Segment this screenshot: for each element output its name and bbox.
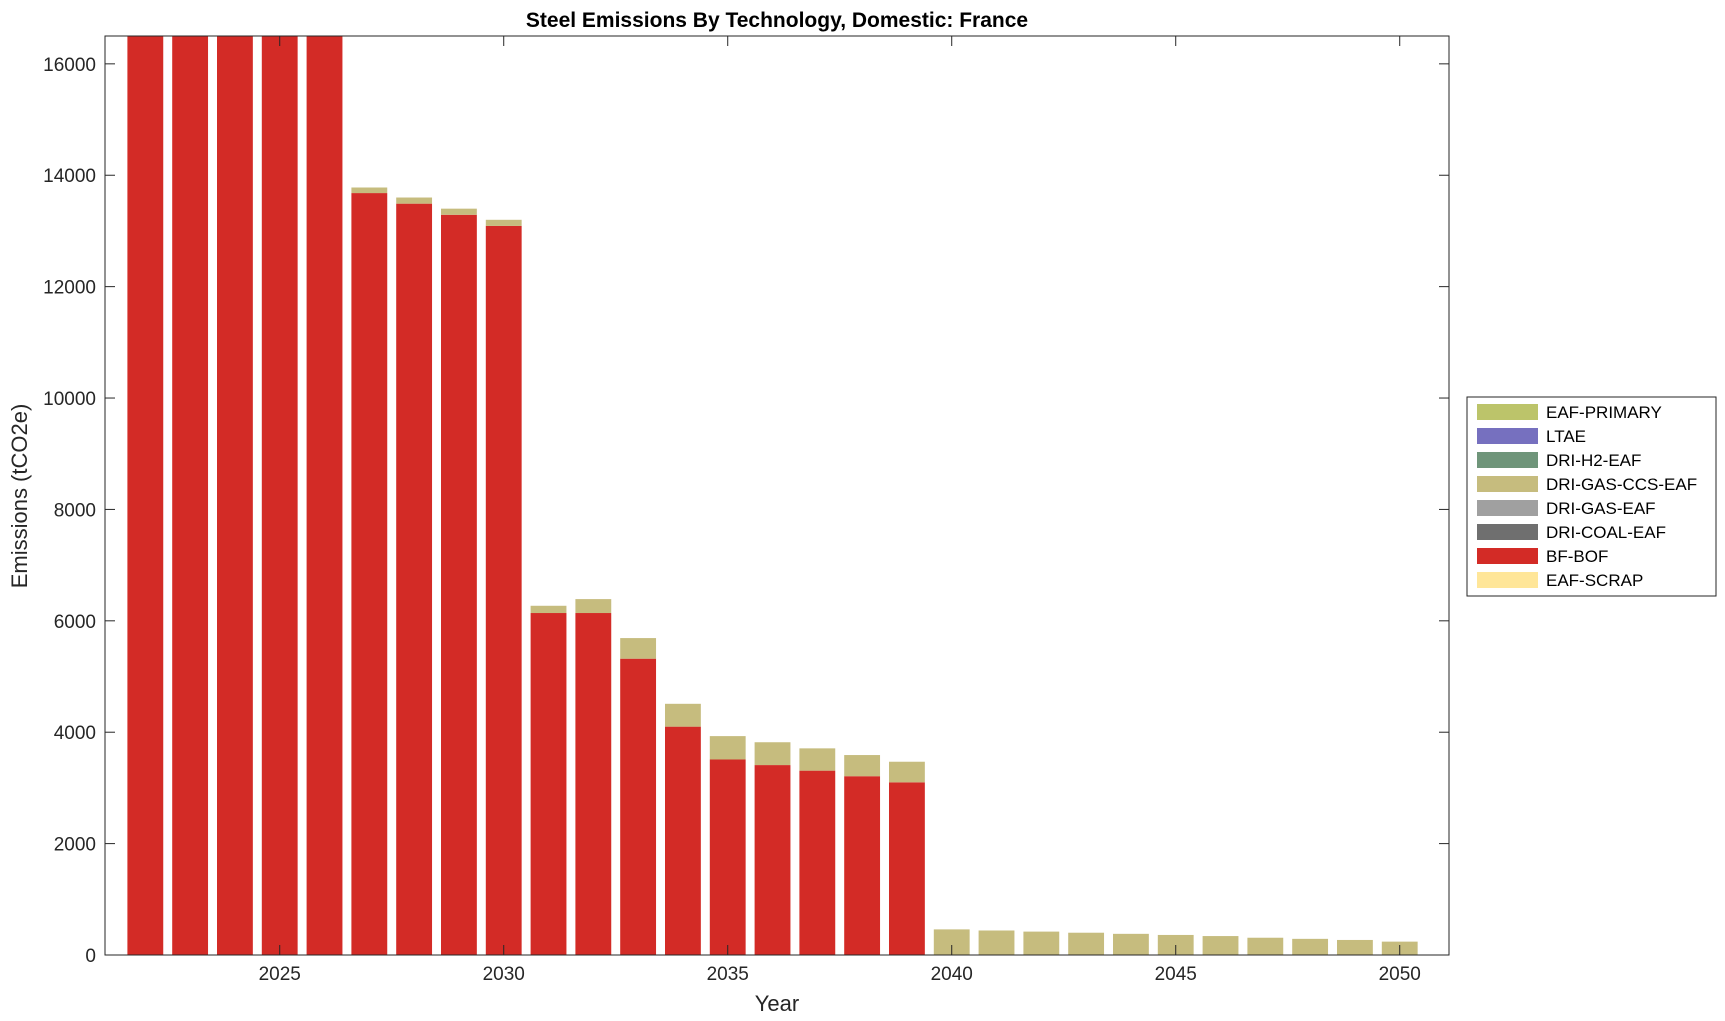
legend-swatch-dri-gas-ccs-eaf [1477,476,1538,492]
bar-dri-gas-ccs-eaf-2039 [889,761,925,783]
bar-dri-gas-ccs-eaf-2036 [754,742,791,766]
legend-swatch-eaf-primary [1477,404,1538,420]
legend-label-dri-gas-ccs-eaf: DRI-GAS-CCS-EAF [1546,475,1697,494]
y-tick-label-6000: 6000 [54,612,96,633]
plot-frame [104,35,1450,956]
bar-dri-gas-ccs-eaf-2033 [620,638,657,659]
bar-bf-bof-2024 [217,36,253,955]
bar-dri-gas-ccs-eaf-2027 [351,187,388,194]
legend-label-dri-gas-eaf: DRI-GAS-EAF [1546,499,1656,518]
bar-dri-gas-ccs-eaf-2034 [665,703,701,727]
legend-swatch-dri-gas-eaf [1477,500,1538,516]
legend-label-eaf-scrap: EAF-SCRAP [1546,571,1643,590]
bar-bf-bof-2039 [889,782,925,955]
y-tick-label-10000: 10000 [43,389,96,410]
legend-swatch-dri-h2-eaf [1477,452,1538,468]
bar-dri-gas-ccs-eaf-2035 [709,736,746,760]
legend: EAF-PRIMARY LTAE DRI-H2-EAF DRI-GAS-CCS-EAF… [1466,396,1717,597]
bar-bf-bof-2027 [351,193,388,955]
bar-bf-bof-2036 [754,765,791,955]
legend-label-eaf-primary: EAF-PRIMARY [1546,403,1662,422]
bar-bf-bof-2037 [799,770,836,955]
x-axis-label: Year [755,991,799,1016]
bar-bf-bof-2022 [127,36,164,955]
y-tick-label-4000: 4000 [54,723,96,744]
y-tick-label-8000: 8000 [54,500,96,521]
x-tick-label-2045: 2045 [1155,964,1197,985]
bar-bf-bof-2031 [530,613,567,955]
bar-bf-bof-2032 [575,613,612,955]
legend-box [1466,396,1717,597]
bar-dri-gas-ccs-eaf-2043 [1068,932,1105,955]
bar-dri-gas-ccs-eaf-2042 [1023,931,1060,955]
legend-label-dri-h2-eaf: DRI-H2-EAF [1546,451,1641,470]
bar-dri-gas-ccs-eaf-2046 [1202,936,1239,955]
x-axis-ticks: 2025 2030 2035 2040 2045 2050 [259,36,1421,985]
bar-bf-bof-2035 [709,759,746,955]
legend-label-ltae: LTAE [1546,427,1586,446]
bar-dri-gas-ccs-eaf-2044 [1113,933,1149,955]
y-tick-label-12000: 12000 [43,278,96,299]
chart-title: Steel Emissions By Technology, Domestic:… [526,9,1028,32]
bar-bf-bof-2030 [485,225,522,955]
y-tick-label-2000: 2000 [54,835,96,856]
bar-bf-bof-2038 [844,776,881,955]
bar-dri-gas-ccs-eaf-2038 [844,755,881,777]
bar-bf-bof-2026 [306,36,343,955]
x-tick-label-2040: 2040 [931,964,973,985]
bar-dri-gas-ccs-eaf-2031 [530,605,567,614]
bar-dri-gas-ccs-eaf-2047 [1247,937,1284,955]
y-tick-label-16000: 16000 [43,55,96,76]
bars-layer [127,36,1418,956]
legend-swatch-dri-coal-eaf [1477,524,1538,540]
bar-dri-gas-ccs-eaf-2041 [978,930,1015,955]
legend-swatch-ltae [1477,428,1538,444]
bar-dri-gas-ccs-eaf-2028 [396,197,433,204]
x-tick-label-2030: 2030 [483,964,525,985]
legend-swatch-eaf-scrap [1477,572,1538,588]
bar-bf-bof-2028 [396,203,433,955]
legend-label-dri-coal-eaf: DRI-COAL-EAF [1546,523,1666,542]
y-axis-ticks: 0 2000 4000 6000 8000 10000 12000 14000 16000 [43,55,1449,967]
bar-bf-bof-2029 [441,214,477,956]
x-tick-label-2050: 2050 [1379,964,1421,985]
bar-dri-gas-ccs-eaf-2030 [485,219,522,226]
y-tick-label-0: 0 [85,946,96,967]
x-tick-label-2035: 2035 [707,964,749,985]
bar-bf-bof-2025 [261,36,298,955]
legend-swatch-bf-bof [1477,548,1538,564]
bar-bf-bof-2034 [665,726,701,955]
bar-dri-gas-ccs-eaf-2049 [1337,939,1373,955]
bar-dri-gas-ccs-eaf-2032 [575,599,612,614]
bar-bf-bof-2023 [172,36,209,955]
y-tick-label-14000: 14000 [43,166,96,187]
bar-dri-gas-ccs-eaf-2048 [1292,938,1329,955]
y-axis-label: Emissions (tCO2e) [7,404,32,589]
bar-dri-gas-ccs-eaf-2029 [441,208,477,215]
x-tick-label-2025: 2025 [259,964,301,985]
bar-bf-bof-2033 [620,658,657,955]
bar-dri-gas-ccs-eaf-2045 [1157,934,1194,955]
legend-label-bf-bof: BF-BOF [1546,547,1608,566]
bar-dri-gas-ccs-eaf-2037 [799,748,836,771]
